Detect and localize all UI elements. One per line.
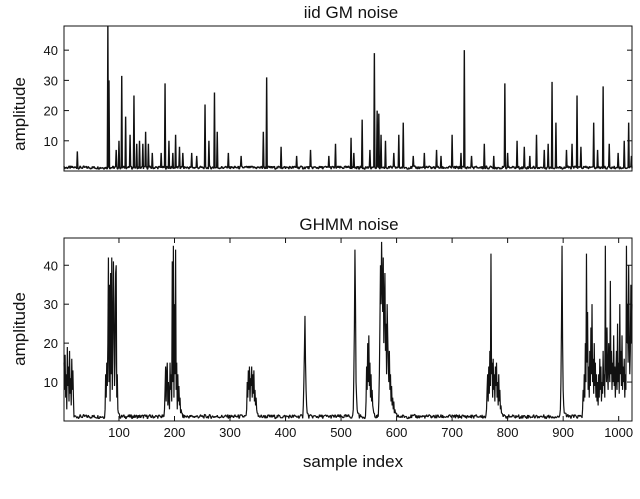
chart-iid-gm-noise: iid GM noise amplitude 10 20 30 40 xyxy=(10,3,633,172)
series-line xyxy=(63,241,633,420)
x-tick-label: 300 xyxy=(219,425,241,440)
chart-ghmm-noise: GHMM noise amplitude 10 20 30 40 100 200 300 4… xyxy=(10,215,633,471)
series-line xyxy=(63,25,633,170)
x-tick-label: 500 xyxy=(330,425,352,440)
x-tick-label: 700 xyxy=(441,425,463,440)
plot-frame xyxy=(63,25,633,172)
x-ticks: 100 200 300 400 500 600 700 800 900 1000 xyxy=(108,238,633,440)
y-tick-label: 30 xyxy=(44,297,58,312)
x-tick-label: 400 xyxy=(275,425,297,440)
y-ticks: 10 20 30 40 xyxy=(44,258,632,390)
y-tick-label: 20 xyxy=(44,104,58,119)
y-tick-label: 20 xyxy=(44,336,58,351)
y-tick-label: 40 xyxy=(44,43,58,58)
x-axis-label: sample index xyxy=(303,452,404,471)
plot-frame xyxy=(63,237,633,422)
y-tick-label: 10 xyxy=(44,375,58,390)
y-ticks: 10 20 30 40 xyxy=(44,43,632,149)
y-tick-label: 40 xyxy=(44,258,58,273)
y-tick-label: 10 xyxy=(44,134,58,149)
chart-title: GHMM noise xyxy=(299,215,398,234)
y-tick-label: 30 xyxy=(44,73,58,88)
chart-title: iid GM noise xyxy=(304,3,398,22)
x-tick-label: 900 xyxy=(552,425,574,440)
y-axis-label: amplitude xyxy=(10,292,29,366)
y-axis-label: amplitude xyxy=(10,77,29,151)
x-tick-label: 100 xyxy=(108,425,130,440)
x-tick-label: 800 xyxy=(497,425,519,440)
x-tick-label: 1000 xyxy=(604,425,633,440)
x-tick-label: 600 xyxy=(386,425,408,440)
x-tick-label: 200 xyxy=(164,425,186,440)
